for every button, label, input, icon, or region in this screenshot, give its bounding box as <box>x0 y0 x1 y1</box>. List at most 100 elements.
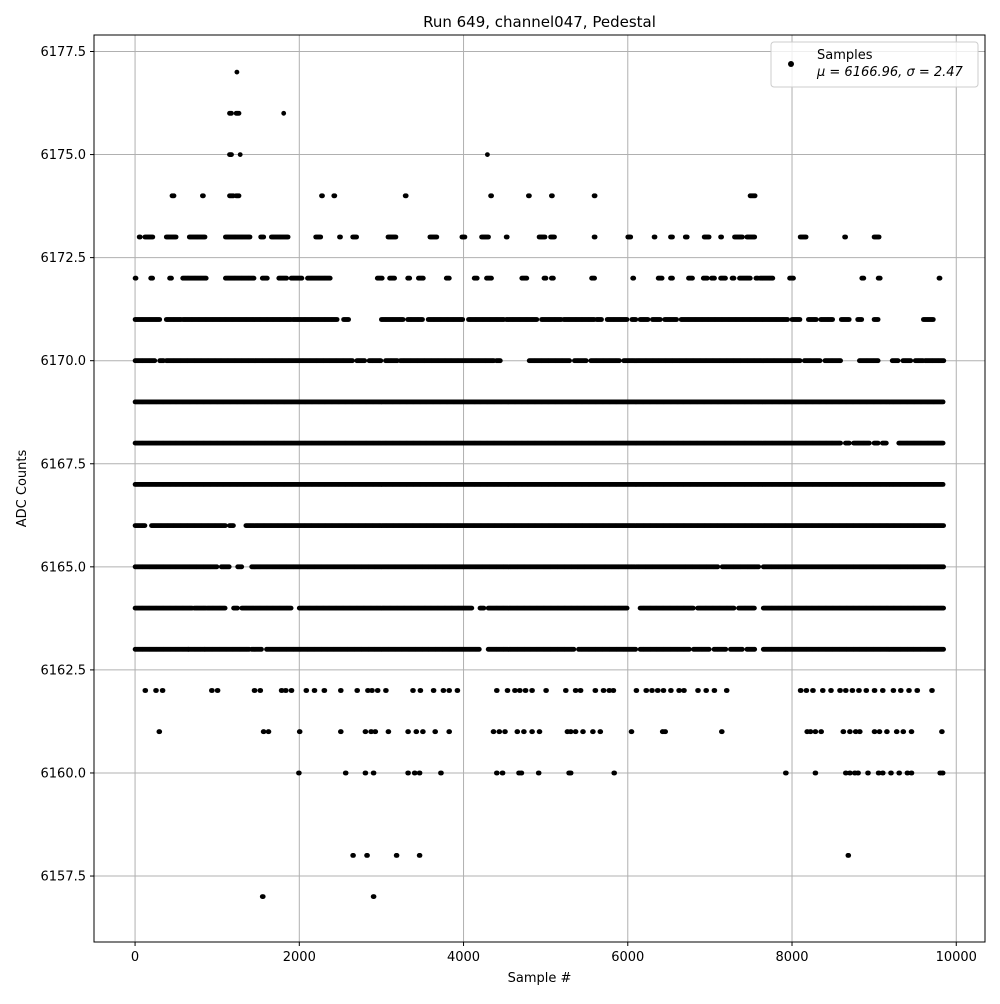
data-point <box>876 441 881 446</box>
data-point <box>463 235 468 240</box>
data-point <box>690 276 695 281</box>
data-point <box>941 441 946 446</box>
data-point <box>551 276 556 281</box>
data-point <box>843 235 848 240</box>
data-point <box>346 317 351 322</box>
data-point <box>505 235 510 240</box>
data-point <box>238 152 243 157</box>
data-point <box>791 276 796 281</box>
data-point <box>631 276 636 281</box>
data-point <box>248 235 253 240</box>
data-point <box>407 276 412 281</box>
data-point <box>201 193 206 198</box>
data-point <box>152 358 157 363</box>
data-point <box>543 235 548 240</box>
data-point <box>138 235 143 240</box>
data-point <box>134 276 139 281</box>
data-point <box>707 235 712 240</box>
data-point <box>320 193 325 198</box>
data-point <box>674 317 679 322</box>
data-point <box>489 276 494 281</box>
data-point <box>847 317 852 322</box>
data-point <box>770 276 775 281</box>
data-point <box>567 358 572 363</box>
data-point <box>460 317 465 322</box>
data-point <box>599 317 604 322</box>
data-point <box>861 276 866 281</box>
data-point <box>859 317 864 322</box>
data-point <box>876 358 881 363</box>
data-point <box>732 276 737 281</box>
data-point <box>867 441 872 446</box>
data-point <box>392 276 397 281</box>
data-point <box>753 193 758 198</box>
data-point <box>434 235 439 240</box>
data-point <box>281 111 286 116</box>
data-point <box>498 358 503 363</box>
data-point <box>318 235 323 240</box>
data-point <box>485 152 490 157</box>
data-point <box>524 276 529 281</box>
data-point <box>670 276 675 281</box>
data-point <box>421 276 426 281</box>
data-point <box>261 235 266 240</box>
data-point <box>534 317 539 322</box>
data-point <box>625 317 630 322</box>
data-point <box>685 235 690 240</box>
data-point <box>486 235 491 240</box>
data-point <box>544 276 549 281</box>
data-point <box>475 276 480 281</box>
data-point <box>740 235 745 240</box>
data-point <box>237 193 242 198</box>
data-point <box>804 235 809 240</box>
data-point <box>785 317 790 322</box>
data-point <box>229 111 234 116</box>
data-point <box>252 276 257 281</box>
data-point <box>447 276 452 281</box>
data-point <box>938 276 943 281</box>
data-point <box>552 235 557 240</box>
data-point <box>394 235 399 240</box>
data-point <box>633 317 638 322</box>
data-point <box>658 317 663 322</box>
data-point <box>646 317 651 322</box>
data-point <box>379 358 384 363</box>
data-point <box>286 235 291 240</box>
data-point <box>712 276 717 281</box>
data-point <box>284 276 289 281</box>
data-point <box>229 152 234 157</box>
data-point <box>719 235 724 240</box>
data-point <box>338 235 343 240</box>
data-point <box>878 276 883 281</box>
data-point <box>420 317 425 322</box>
data-point <box>876 317 881 322</box>
data-point <box>350 358 355 363</box>
data-point <box>798 358 803 363</box>
data-point <box>830 317 835 322</box>
data-point <box>237 111 242 116</box>
data-point <box>150 276 155 281</box>
data-point <box>838 358 843 363</box>
data-point <box>660 276 665 281</box>
data-point <box>143 523 148 528</box>
data-point <box>550 193 555 198</box>
data-point <box>931 317 936 322</box>
data-point <box>617 358 622 363</box>
data-point <box>670 235 675 240</box>
data-point <box>884 441 889 446</box>
data-point <box>335 317 340 322</box>
data-point <box>941 482 946 487</box>
data-point <box>401 317 406 322</box>
data-point <box>235 70 240 75</box>
data-point <box>380 276 385 281</box>
data-point <box>941 358 946 363</box>
data-point <box>169 276 174 281</box>
data-point <box>157 317 162 322</box>
data-point <box>908 358 913 363</box>
data-point <box>705 276 710 281</box>
data-point <box>748 276 753 281</box>
data-point <box>203 235 208 240</box>
